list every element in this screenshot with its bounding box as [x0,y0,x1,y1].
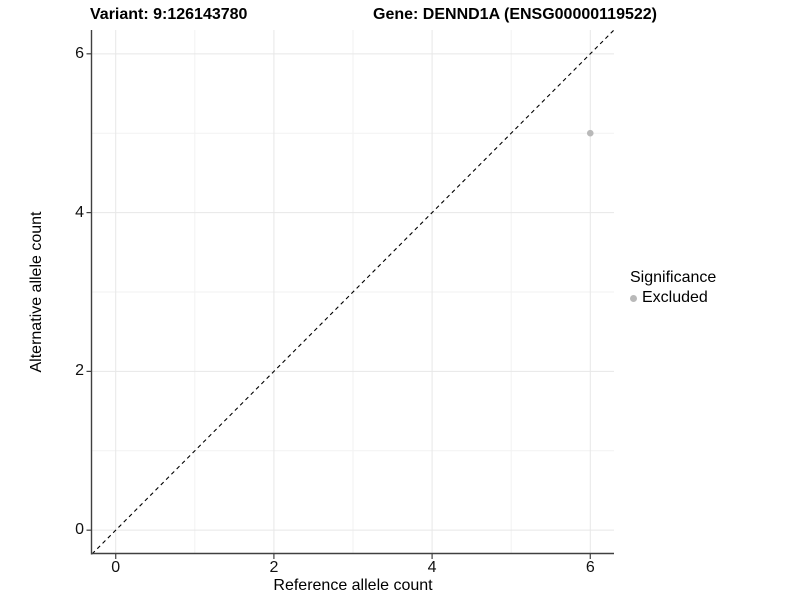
y-tick-label: 2 [75,362,84,380]
y-tick-label: 0 [75,521,84,539]
x-tick-label: 6 [585,559,595,576]
y-axis-title: Alternative allele count [28,211,45,373]
variant-title: Variant: 9:126143780 [90,6,248,23]
x-axis-title: Reference allele count [273,577,433,594]
gene-title: Gene: DENND1A (ENSG00000119522) [373,6,657,23]
data-point-excluded [586,129,594,137]
legend: Significance Excluded [630,269,716,307]
excluded-point-swatch [630,294,637,302]
x-tick-label: 4 [427,559,437,576]
legend-item-label: Excluded [642,289,708,306]
y-tick-label: 4 [75,203,84,221]
x-tick-label: 2 [269,559,279,576]
legend-item-excluded: Excluded [630,289,716,307]
identity-dashed-line [91,29,615,555]
y-tick-label: 6 [75,44,84,62]
legend-title: Significance [630,269,717,286]
x-tick-label: 0 [111,559,121,576]
